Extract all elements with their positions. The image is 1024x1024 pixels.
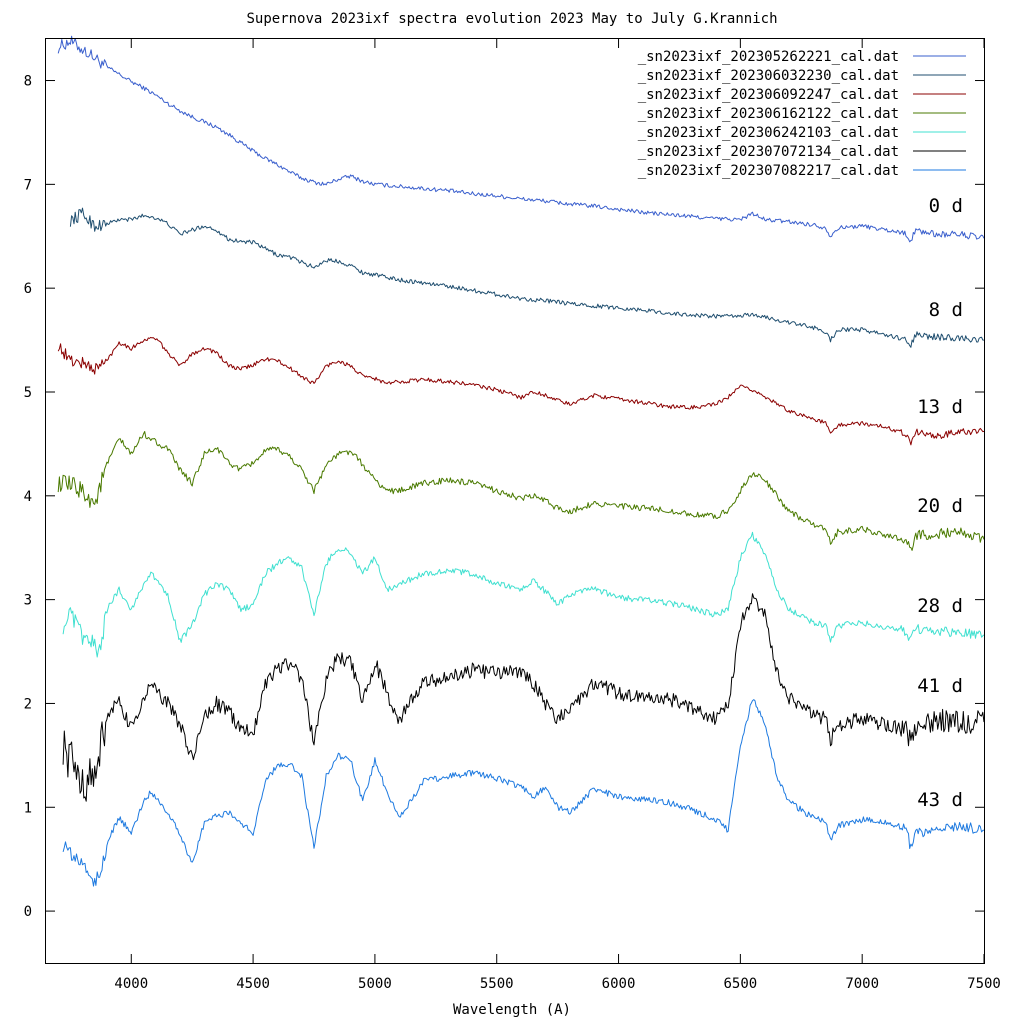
- data-layer: 0 d 8 d 13 d 20 d 28 d 41 d 43 d: [57, 35, 985, 887]
- series-line-1: [57, 35, 985, 243]
- y-tick-label: 4: [24, 489, 32, 505]
- epoch-label: 8 d: [929, 299, 963, 321]
- y-tick-label: 2: [24, 696, 32, 712]
- x-tick-label: 7500: [967, 976, 1001, 992]
- legend: _sn2023ixf_202305262221_cal.dat _sn2023ix…: [638, 49, 966, 179]
- axis-layer: 4000 4500 5000 5500 6000 6500 7000 7500 0 1 2 3 4 5 6 7…: [24, 39, 1001, 992]
- legend-entry-label: _sn2023ixf_202306092247_cal.dat: [638, 87, 899, 103]
- y-tick-label: 0: [24, 904, 32, 920]
- epoch-label: 43 d: [917, 789, 963, 811]
- x-tick-label: 4000: [114, 976, 148, 992]
- legend-entry-label: _sn2023ixf_202307082217_cal.dat: [638, 163, 899, 179]
- y-tick-label: 8: [24, 74, 32, 90]
- series-line-2: [69, 207, 985, 348]
- series-line-4: [57, 431, 985, 551]
- legend-entry-label: _sn2023ixf_202306162122_cal.dat: [638, 106, 899, 122]
- plot-frame: [45, 38, 985, 964]
- x-tick-label: 7000: [845, 976, 879, 992]
- series-line-5: [62, 531, 985, 658]
- x-tick-label: 6500: [724, 976, 758, 992]
- y-tick-label: 5: [24, 385, 32, 401]
- epoch-label: 0 d: [929, 195, 963, 217]
- legend-entry-label: _sn2023ixf_202306032230_cal.dat: [638, 68, 899, 84]
- x-tick-label: 5000: [358, 976, 392, 992]
- series-line-7: [62, 699, 985, 887]
- epoch-label: 20 d: [917, 495, 963, 517]
- epoch-label: 13 d: [917, 396, 963, 418]
- series-line-3: [57, 336, 985, 446]
- x-tick-label: 6000: [602, 976, 636, 992]
- y-tick-label: 3: [24, 593, 32, 609]
- y-tick-label: 1: [24, 800, 32, 816]
- legend-entry-label: _sn2023ixf_202305262221_cal.dat: [638, 49, 899, 65]
- chart-title: Supernova 2023ixf spectra evolution 2023…: [246, 11, 777, 27]
- y-tick-label: 6: [24, 281, 32, 297]
- series-line-6: [62, 593, 985, 802]
- x-tick-label: 5500: [480, 976, 514, 992]
- legend-entry-label: _sn2023ixf_202306242103_cal.dat: [638, 125, 899, 141]
- x-tick-label: 4500: [236, 976, 270, 992]
- legend-entry-label: _sn2023ixf_202307072134_cal.dat: [638, 144, 899, 160]
- epoch-label: 28 d: [917, 595, 963, 617]
- x-axis-label: Wavelength (A): [453, 1002, 571, 1018]
- y-tick-label: 7: [24, 177, 32, 193]
- epoch-label: 41 d: [917, 675, 963, 697]
